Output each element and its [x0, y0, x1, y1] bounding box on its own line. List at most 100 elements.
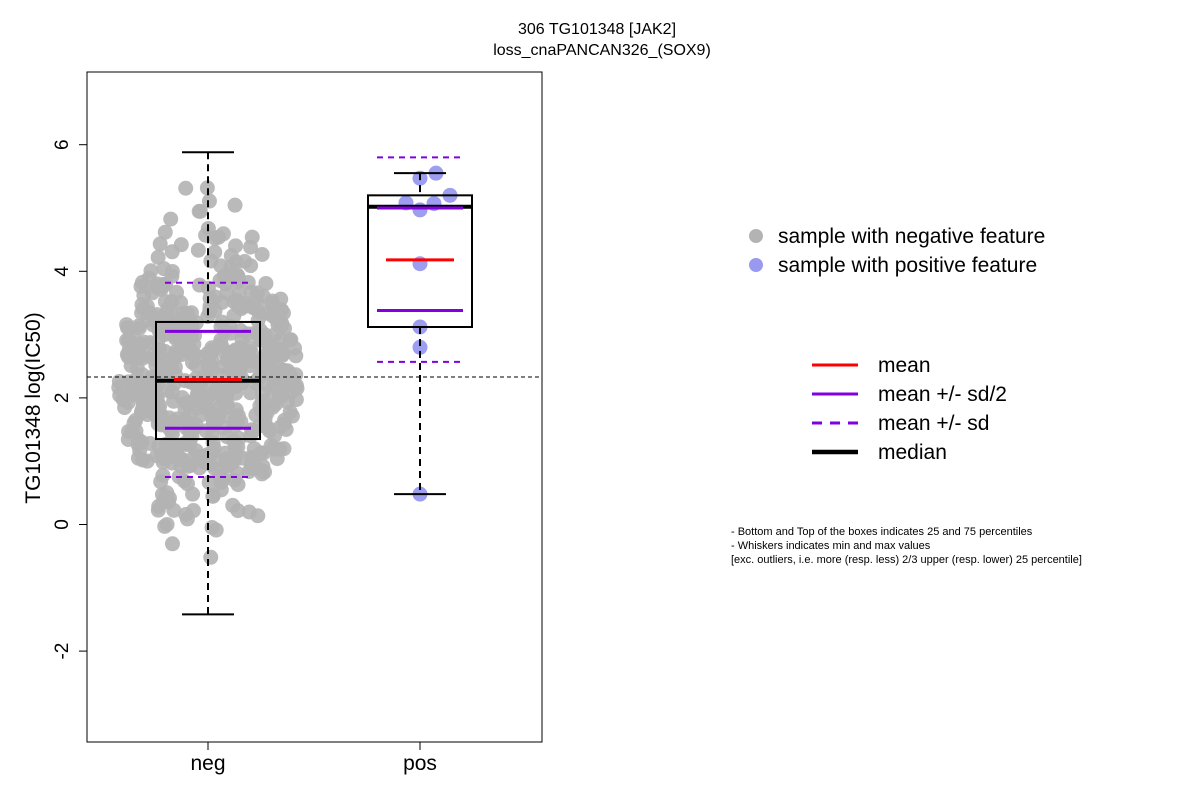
data-point-neg — [192, 203, 208, 219]
data-point-neg — [152, 398, 168, 414]
y-tick-label: -2 — [52, 643, 73, 660]
data-point-neg — [288, 378, 304, 394]
chart-title: 306 TG101348 [JAK2] — [518, 21, 676, 38]
data-point-neg — [138, 390, 154, 406]
data-point-neg — [217, 445, 233, 461]
data-point-neg — [200, 345, 216, 361]
data-point-neg — [164, 536, 180, 552]
data-point-neg — [130, 450, 146, 466]
data-point-neg — [246, 441, 262, 457]
data-point-neg — [230, 408, 246, 424]
legend-line-label: mean +/- sd — [878, 412, 989, 435]
data-point-neg — [151, 279, 167, 295]
data-point-neg — [157, 224, 173, 240]
data-point-neg — [201, 403, 217, 419]
data-point-neg — [229, 361, 245, 377]
data-point-neg — [246, 353, 262, 369]
data-point-neg — [154, 359, 170, 375]
legend-line-label: median — [878, 441, 947, 464]
data-point-neg — [164, 384, 180, 400]
data-point-neg — [284, 408, 300, 424]
data-point-neg — [288, 348, 304, 364]
data-point-neg — [215, 226, 231, 242]
y-tick-label: 6 — [52, 139, 73, 150]
data-point-neg — [205, 487, 221, 503]
data-point-neg — [241, 464, 257, 480]
data-point-neg — [183, 305, 199, 321]
data-point-neg — [164, 244, 180, 260]
data-point-neg — [258, 275, 274, 291]
data-point-neg — [203, 549, 219, 565]
data-point-neg — [152, 236, 168, 252]
note-line: - Whiskers indicates min and max values — [731, 540, 931, 552]
data-point-neg — [272, 311, 288, 327]
data-point-neg — [178, 180, 194, 196]
data-point-neg — [199, 180, 215, 196]
data-point-neg — [243, 385, 259, 401]
data-point-neg — [203, 357, 219, 373]
y-axis-label: TG101348 log(IC50) — [22, 312, 45, 503]
data-point-neg — [243, 239, 259, 255]
data-point-neg — [143, 263, 159, 279]
data-point-neg — [208, 522, 224, 538]
data-point-pos — [412, 202, 428, 218]
data-point-neg — [264, 293, 280, 309]
data-point-neg — [165, 326, 181, 342]
data-point-neg — [136, 334, 152, 350]
data-point-neg — [230, 503, 246, 519]
data-point-neg — [180, 458, 196, 474]
x-tick-label: neg — [190, 752, 225, 775]
plot-area: -2 0 2 4 6 neg pos — [52, 71, 543, 775]
data-point-neg — [228, 238, 244, 254]
x-tick-label: pos — [403, 752, 437, 775]
data-point-neg — [241, 504, 257, 520]
data-point-neg — [230, 477, 246, 493]
data-point-neg — [121, 332, 137, 348]
y-tick-label: 4 — [52, 266, 73, 277]
data-point-neg — [180, 476, 196, 492]
data-point-neg — [159, 516, 175, 532]
data-point-neg — [157, 490, 173, 506]
data-point-neg — [246, 300, 262, 316]
legend-line-label: mean +/- sd/2 — [878, 383, 1007, 406]
data-point-neg — [212, 336, 228, 352]
data-point-neg — [226, 433, 242, 449]
data-point-neg — [212, 272, 228, 288]
data-point-neg — [257, 464, 273, 480]
data-point-neg — [133, 278, 149, 294]
legend-point-marker — [749, 258, 763, 272]
data-point-neg — [219, 457, 235, 473]
chart-subtitle: loss_cnaPANCAN326_(SOX9) — [493, 42, 711, 59]
legend-point-marker — [749, 229, 763, 243]
data-point-neg — [202, 303, 218, 319]
data-point-neg — [288, 367, 304, 383]
legend-line-label: mean — [878, 354, 931, 377]
data-point-neg — [149, 448, 165, 464]
data-point-neg — [283, 332, 299, 348]
data-point-neg — [169, 284, 185, 300]
data-point-neg — [267, 327, 283, 343]
data-point-neg — [243, 258, 259, 274]
data-point-neg — [129, 371, 145, 387]
data-point-neg — [207, 244, 223, 260]
data-point-neg — [250, 313, 266, 329]
data-point-neg — [172, 344, 188, 360]
data-point-neg — [190, 242, 206, 258]
data-point-neg — [219, 352, 235, 368]
data-point-neg — [274, 347, 290, 363]
data-point-pos — [412, 339, 428, 355]
data-point-neg — [261, 420, 277, 436]
data-point-neg — [163, 211, 179, 227]
data-point-neg — [257, 347, 273, 363]
note-line: [exc. outliers, i.e. more (resp. less) 2… — [731, 554, 1082, 566]
box-pos — [367, 194, 473, 329]
data-point-neg — [151, 323, 167, 339]
data-point-neg — [240, 274, 256, 290]
data-point-neg — [153, 474, 169, 490]
data-point-neg — [111, 379, 127, 395]
legend-point-label: sample with negative feature — [778, 225, 1045, 248]
data-point-neg — [184, 394, 200, 410]
data-point-neg — [254, 246, 270, 262]
data-point-neg — [192, 277, 208, 293]
